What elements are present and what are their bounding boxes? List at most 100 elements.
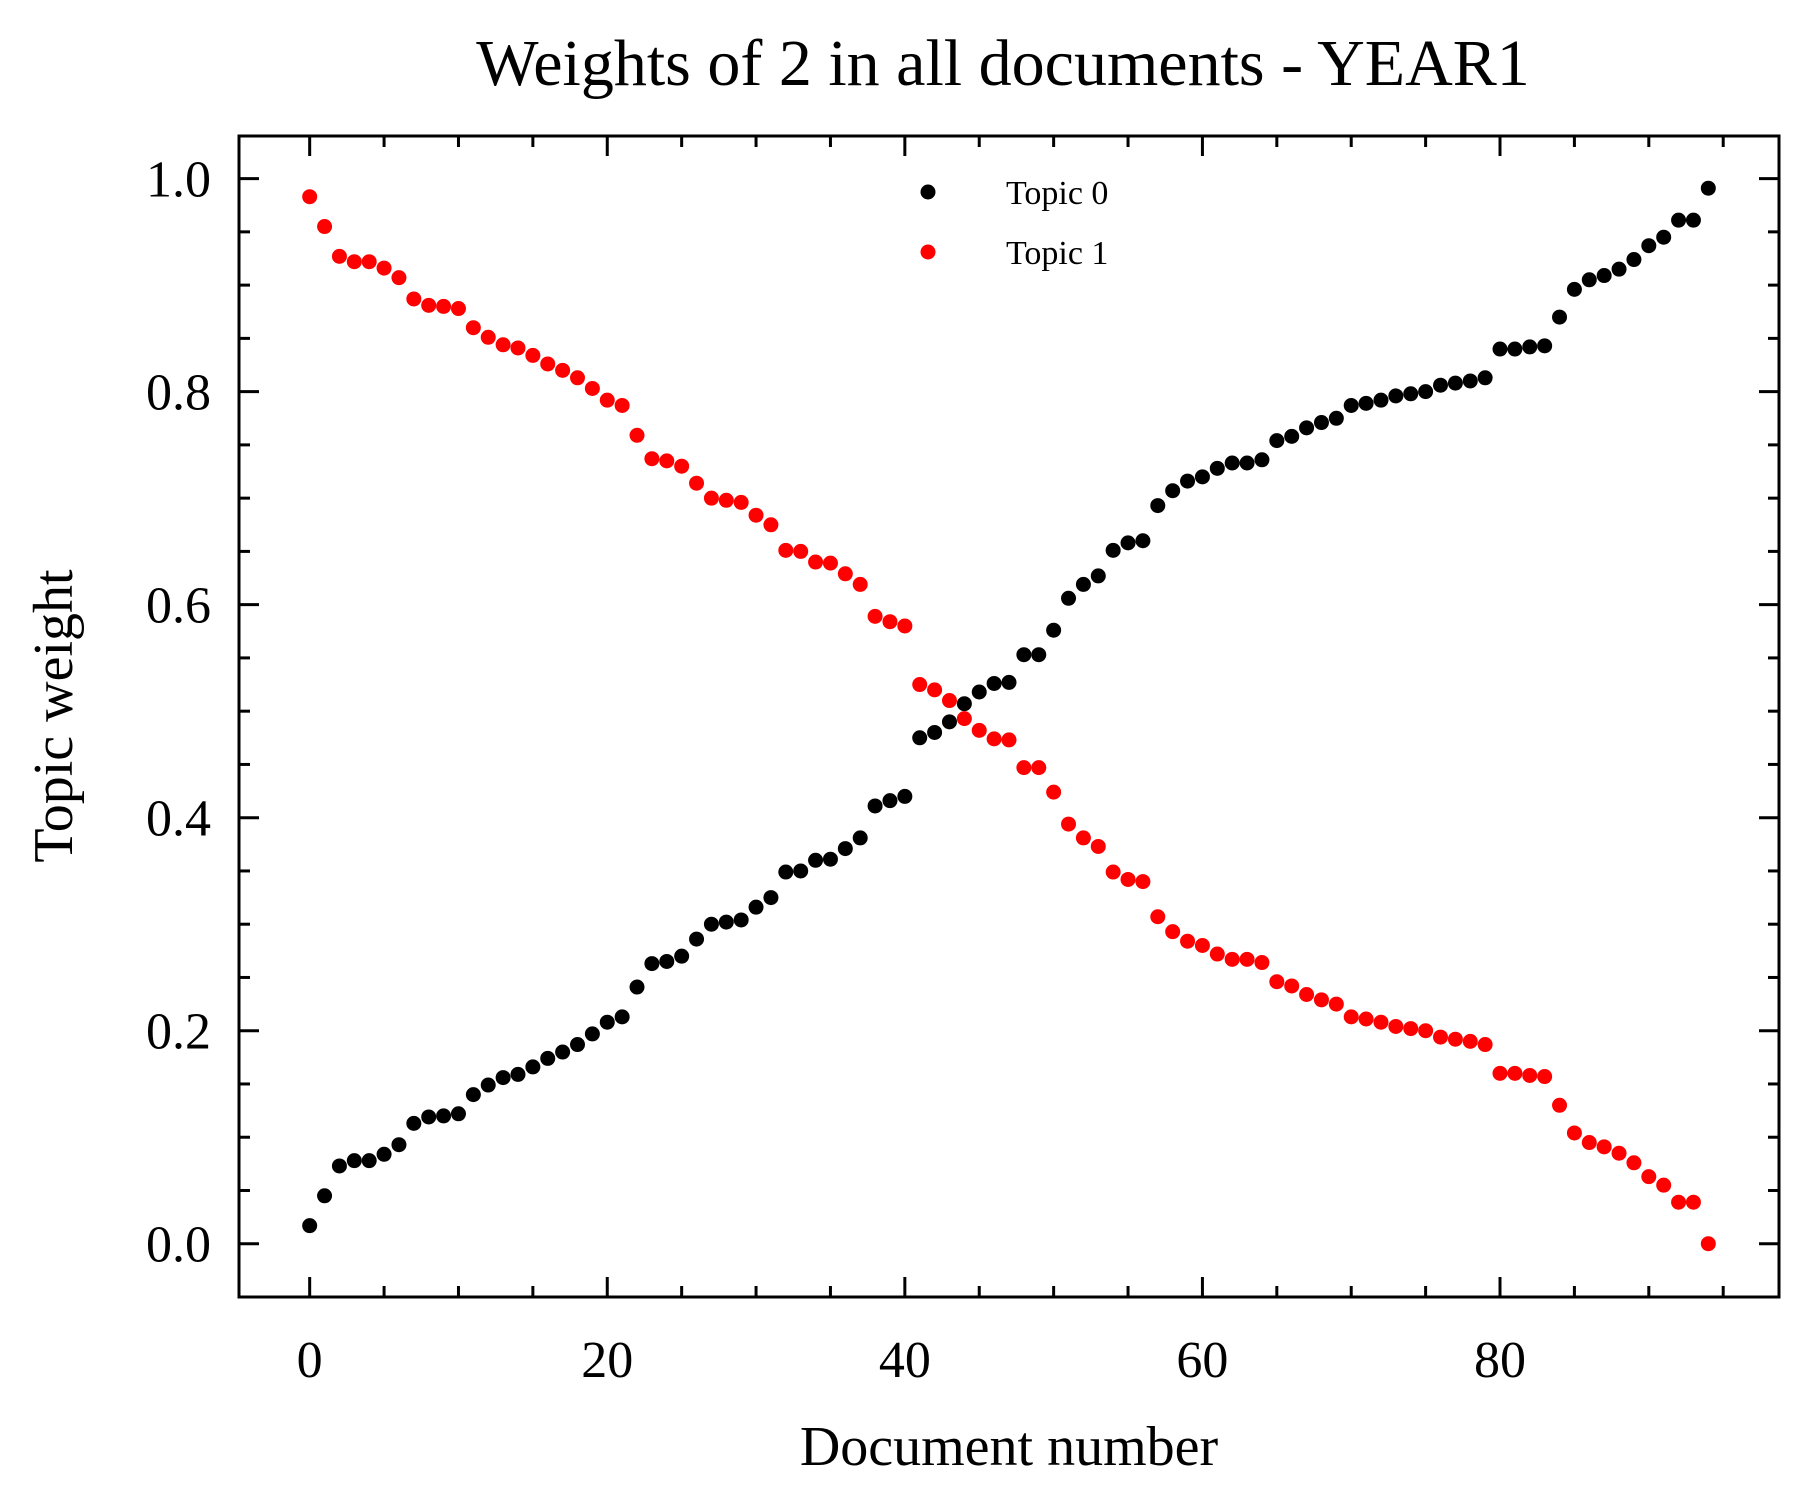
- data-point-topic-0: [1492, 341, 1508, 357]
- data-point-topic-0: [1239, 455, 1255, 471]
- data-point-topic-0: [674, 948, 690, 964]
- data-point-topic-1: [1209, 946, 1225, 962]
- x-tick-label: 0: [297, 1332, 323, 1389]
- data-point-topic-0: [436, 1108, 452, 1124]
- data-point-topic-1: [1090, 838, 1106, 854]
- y-tick-label: 0.0: [146, 1217, 211, 1274]
- data-point-topic-0: [837, 841, 853, 857]
- data-point-topic-0: [1656, 229, 1672, 245]
- data-point-topic-1: [822, 555, 838, 571]
- data-point-topic-1: [361, 254, 377, 270]
- data-point-topic-1: [1194, 938, 1210, 953]
- data-point-topic-1: [1507, 1065, 1523, 1081]
- data-point-topic-0: [718, 914, 734, 930]
- data-point-topic-0: [450, 1106, 466, 1122]
- data-point-topic-1: [540, 356, 556, 372]
- data-point-topic-0: [778, 864, 794, 880]
- data-point-topic-1: [1626, 1155, 1642, 1171]
- data-point-topic-0: [882, 793, 898, 809]
- data-point-topic-1: [1433, 1029, 1448, 1045]
- data-point-topic-1: [1239, 951, 1255, 967]
- data-point-topic-1: [1418, 1023, 1434, 1039]
- data-point-topic-0: [480, 1077, 496, 1093]
- data-point-topic-1: [1061, 816, 1077, 832]
- data-point-topic-0: [1031, 647, 1047, 663]
- data-point-topic-1: [763, 517, 779, 533]
- data-point-topic-1: [852, 576, 868, 592]
- data-point-topic-1: [956, 711, 972, 727]
- data-point-topic-1: [778, 542, 794, 558]
- data-point-topic-0: [1700, 180, 1716, 196]
- data-point-topic-1: [1120, 871, 1136, 887]
- data-point-topic-1: [436, 298, 452, 314]
- x-axis: 0 20 40 60 80: [297, 136, 1725, 1389]
- data-point-topic-0: [1671, 212, 1687, 228]
- x-tick-label: 40: [879, 1332, 931, 1389]
- series-topic-1: [302, 189, 1716, 1252]
- data-point-topic-1: [331, 248, 347, 264]
- data-point-topic-1: [450, 301, 466, 317]
- data-point-topic-1: [1700, 1236, 1716, 1252]
- data-point-topic-0: [912, 730, 928, 746]
- data-point-topic-0: [361, 1153, 377, 1169]
- data-point-topic-1: [1358, 1011, 1374, 1027]
- data-point-topic-0: [1433, 377, 1448, 393]
- data-point-topic-0: [1611, 261, 1627, 277]
- y-tick-label: 0.2: [146, 1004, 211, 1061]
- data-point-topic-1: [584, 380, 600, 396]
- data-point-topic-0: [927, 724, 943, 740]
- data-point-topic-0: [376, 1146, 392, 1162]
- data-point-topic-0: [1016, 647, 1032, 663]
- data-point-topic-0: [808, 852, 824, 868]
- data-point-topic-1: [465, 320, 481, 336]
- data-point-topic-1: [1135, 874, 1151, 890]
- data-point-topic-0: [1075, 576, 1091, 592]
- data-point-topic-0: [1626, 252, 1642, 268]
- data-point-topic-1: [614, 397, 630, 413]
- legend-item-topic-1: Topic 1: [920, 235, 1108, 272]
- data-point-topic-1: [927, 682, 943, 698]
- data-point-topic-1: [703, 490, 719, 506]
- plot-frame: [237, 134, 1781, 1299]
- data-point-topic-1: [391, 270, 407, 286]
- data-point-topic-0: [659, 953, 675, 969]
- x-tick-label: 60: [1176, 1332, 1228, 1389]
- data-point-topic-1: [808, 554, 824, 570]
- data-point-topic-0: [763, 890, 779, 906]
- data-point-topic-0: [897, 788, 913, 804]
- data-point-topic-0: [570, 1037, 585, 1053]
- data-point-topic-1: [1671, 1194, 1687, 1210]
- data-point-topic-1: [1075, 830, 1091, 846]
- y-axis-label: Topic weight: [23, 569, 85, 863]
- data-point-topic-1: [912, 677, 928, 693]
- data-point-topic-0: [1105, 542, 1121, 558]
- data-point-topic-1: [1224, 951, 1240, 967]
- data-point-topic-0: [822, 851, 838, 867]
- data-point-topic-1: [1581, 1135, 1597, 1151]
- legend: Topic 0 Topic 1: [920, 175, 1108, 272]
- data-point-topic-1: [406, 291, 422, 307]
- data-point-topic-0: [302, 1218, 318, 1234]
- data-point-topic-1: [599, 392, 615, 408]
- data-point-topic-1: [1105, 864, 1121, 880]
- data-point-topic-1: [1046, 784, 1062, 800]
- data-point-topic-1: [317, 219, 333, 235]
- data-point-topic-1: [1566, 1125, 1582, 1141]
- data-point-topic-0: [1477, 370, 1493, 386]
- data-point-topic-0: [1328, 410, 1344, 426]
- data-point-topic-0: [421, 1109, 437, 1125]
- data-point-topic-1: [793, 543, 809, 559]
- data-point-topic-1: [837, 566, 853, 582]
- data-point-topic-0: [629, 979, 645, 995]
- data-point-topic-0: [1299, 420, 1315, 436]
- legend-item-topic-0: Topic 0: [920, 175, 1108, 212]
- legend-label-topic-1: Topic 1: [1006, 235, 1108, 272]
- data-point-topic-1: [1537, 1069, 1553, 1085]
- data-point-topic-0: [1180, 473, 1196, 489]
- data-point-topic-1: [1373, 1014, 1389, 1030]
- data-point-topic-0: [1343, 397, 1359, 413]
- data-point-topic-0: [986, 675, 1002, 691]
- data-point-topic-1: [1447, 1031, 1463, 1047]
- data-point-topic-0: [1284, 428, 1300, 444]
